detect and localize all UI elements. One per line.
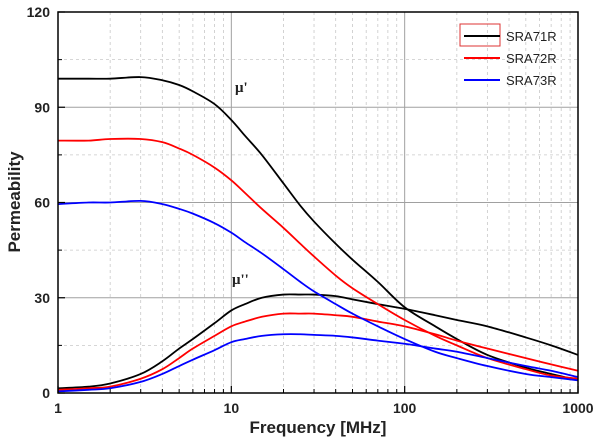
annotation-mu-prime: μ' xyxy=(235,80,248,96)
x-tick-label: 1000 xyxy=(562,400,593,416)
curve-sra73r-mu-prime xyxy=(57,199,579,382)
y-tick-label: 60 xyxy=(34,195,50,211)
legend-label-sra71r: SRA71R xyxy=(506,29,557,44)
x-tick-label: 10 xyxy=(224,400,240,416)
annotation-mu-double-prime: μ'' xyxy=(232,272,249,288)
curve-sra71r-mu-prime xyxy=(58,76,579,382)
y-axis-title: Permeability xyxy=(5,151,24,253)
axis-ticks xyxy=(57,11,579,394)
x-axis-title: Frequency [MHz] xyxy=(250,418,387,437)
x-tick-label: 100 xyxy=(393,400,417,416)
series-curves xyxy=(57,76,579,393)
curve-sra72r-mu-prime xyxy=(57,137,579,380)
curve-sra73r-mu-double-prime xyxy=(57,333,579,393)
legend: SRA71R SRA72R SRA73R xyxy=(459,23,557,88)
legend-label-sra72r: SRA72R xyxy=(506,51,557,66)
curve-sra71r-mu-double-prime xyxy=(57,293,579,390)
y-tick-label: 30 xyxy=(34,290,50,306)
y-tick-label: 120 xyxy=(27,4,51,20)
curve-sra72r-mu-double-prime xyxy=(57,312,579,391)
tick-labels: 1 10 100 1000 0 30 60 90 120 xyxy=(27,4,594,416)
legend-label-sra73r: SRA73R xyxy=(506,73,557,88)
x-tick-label: 1 xyxy=(54,400,62,416)
y-tick-label: 0 xyxy=(42,385,50,401)
y-tick-label: 90 xyxy=(34,99,50,115)
